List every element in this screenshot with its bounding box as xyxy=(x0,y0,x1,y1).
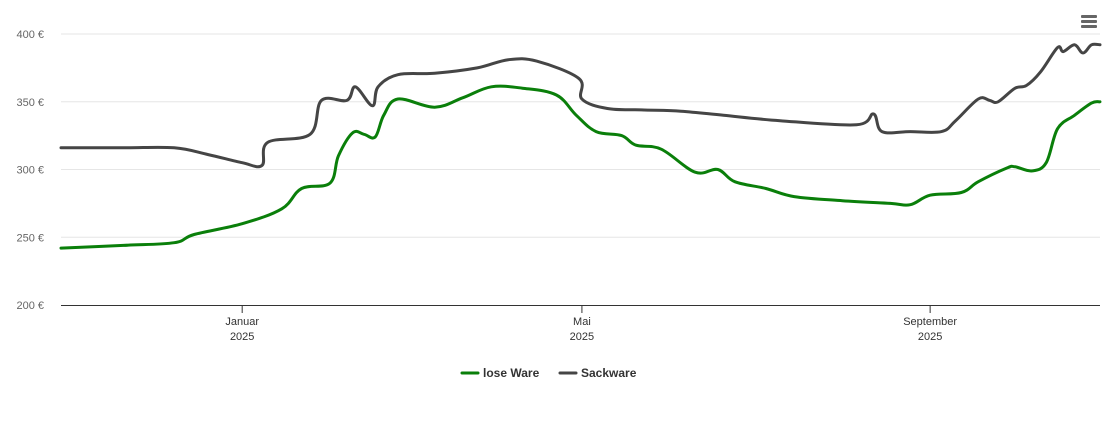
x-tick-month: September xyxy=(903,316,957,328)
legend-item-sackware[interactable]: Sackware xyxy=(558,366,637,380)
x-tick-year: 2025 xyxy=(918,331,942,343)
series-lines xyxy=(59,42,1102,250)
y-tick-label: 200 € xyxy=(16,300,44,312)
x-tick-year: 2025 xyxy=(230,331,254,343)
y-tick-label: 250 € xyxy=(16,232,44,244)
grid-lines xyxy=(61,33,1100,238)
y-tick-label: 350 € xyxy=(16,97,44,109)
x-tick-month: Mai xyxy=(573,316,591,328)
series-line-sackware xyxy=(59,42,1102,169)
x-axis-tick-labels: Januar 2025 Mai 2025 September 2025 xyxy=(225,305,957,343)
legend[interactable]: lose Ware Sackware xyxy=(460,366,637,380)
hamburger-menu-icon xyxy=(1081,15,1097,28)
x-tick-month: Januar xyxy=(225,316,259,328)
chart-menu-button[interactable] xyxy=(1075,10,1103,34)
y-axis-tick-labels: 200 € 250 € 300 € 350 € 400 € xyxy=(16,29,44,312)
legend-label: Sackware xyxy=(581,366,637,380)
x-tick-year: 2025 xyxy=(570,331,594,343)
series-line-lose-ware xyxy=(59,84,1102,250)
y-tick-label: 300 € xyxy=(16,165,44,177)
y-tick-label: 400 € xyxy=(16,29,44,41)
legend-label: lose Ware xyxy=(483,366,540,380)
legend-item-lose-ware[interactable]: lose Ware xyxy=(460,366,540,380)
